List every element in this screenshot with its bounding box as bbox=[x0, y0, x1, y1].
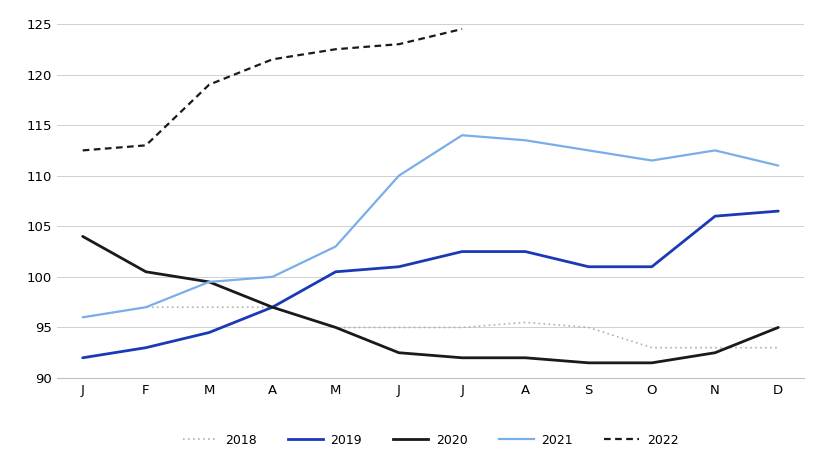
Legend: 2018, 2019, 2020, 2021, 2022: 2018, 2019, 2020, 2021, 2022 bbox=[178, 429, 682, 452]
